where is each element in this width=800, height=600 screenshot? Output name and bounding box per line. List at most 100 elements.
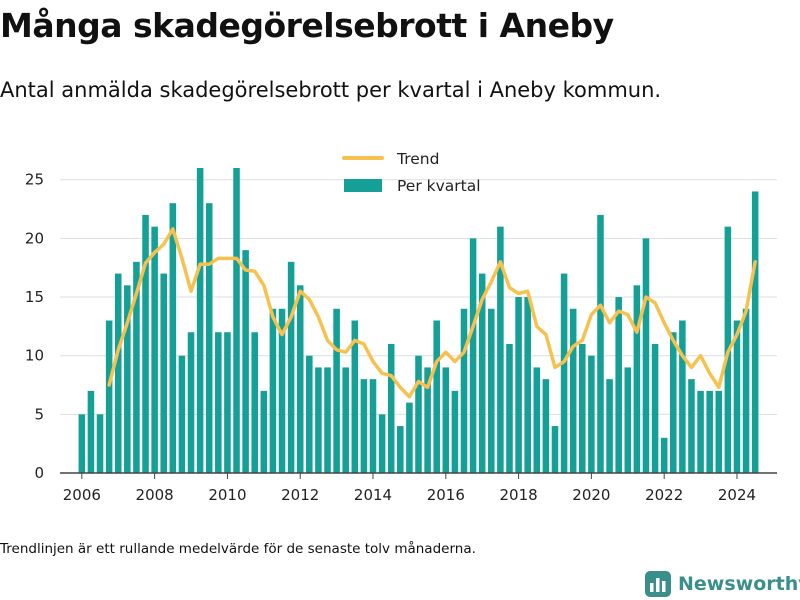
bar [424,367,431,473]
bar [315,367,322,473]
bar [624,367,632,473]
bar [342,367,349,473]
axes: 0 5 10 15 20 25 2006 2008 2010 2012 2014 2016 2018 20… [25,171,777,504]
legend: Trend Per kvartal [342,150,481,195]
bar [715,390,723,473]
y-tick-label: 0 [34,464,44,482]
bar [360,379,368,473]
y-tick-label: 15 [25,288,44,306]
bar [606,379,613,473]
bar [124,285,131,473]
bar [296,285,304,473]
bar [488,308,495,473]
bar [706,390,713,473]
chart-title: Många skadegörelsebrott i Aneby [0,6,614,45]
legend-bar-label: Per kvartal [397,177,481,195]
bar [524,297,531,473]
y-tick-label: 10 [25,347,44,365]
trend-series [107,227,757,399]
bar [651,343,659,473]
x-tick-label: 2022 [645,486,683,504]
bar [742,308,750,473]
bar [269,308,277,473]
bar [669,332,677,473]
x-tick-label: 2010 [208,486,246,504]
bar [451,390,459,473]
bar [306,355,313,473]
x-tick-label: 2024 [718,486,756,504]
x-tick-label: 2020 [572,486,610,504]
bar [351,320,359,473]
chart-subtitle: Antal anmälda skadegörelsebrott per kvar… [0,78,662,102]
bar [387,343,395,473]
x-tick-label: 2012 [281,486,319,504]
bar [533,367,541,473]
bar [242,250,249,473]
bar [260,390,268,473]
bar [679,320,686,473]
bar [497,226,504,473]
bar [78,414,86,473]
bar [551,426,559,473]
bar-chart: 0 5 10 15 20 25 2006 2008 2010 2012 2014 2016 2018 20… [25,150,777,504]
bar-series [78,168,759,473]
bar [506,343,513,473]
bar [751,191,759,473]
brand-name: Newsworthy [678,573,800,595]
bar [733,320,741,473]
bar [287,261,295,473]
trend-line [107,227,757,399]
bar [615,297,622,473]
bar [515,297,522,473]
x-tick-label: 2008 [136,486,174,504]
footnote: Trendlinjen är ett rullande medelvärde f… [0,541,476,557]
bar [233,168,240,473]
bar [169,203,177,473]
y-tick-label: 25 [25,171,44,189]
bar [114,273,122,473]
brand-logo: Newsworthy [644,568,800,600]
legend-bar-swatch [344,179,382,192]
bar-chart-logo-icon [645,571,671,597]
bar [478,273,486,473]
bar [160,273,168,473]
bar [369,379,377,473]
bar [460,308,468,473]
bar [205,203,213,473]
y-tick-label: 5 [34,405,44,423]
bar [569,308,577,473]
bar [96,414,104,473]
x-tick-label: 2014 [354,486,392,504]
bar [215,332,222,473]
bar [196,168,204,473]
bar [251,332,258,473]
bar [133,261,140,473]
legend-trend-label: Trend [396,150,439,168]
bar [87,390,95,473]
bar [224,332,231,473]
bar [469,238,477,473]
bar [105,320,113,473]
bar [378,414,386,473]
bar [588,355,595,473]
bar [397,426,404,473]
bar [660,437,668,473]
bar [278,308,286,473]
bar [187,332,195,473]
bar [697,390,704,473]
bar [560,273,568,473]
y-tick-label: 20 [25,229,44,247]
bar [633,285,641,473]
bar [579,343,586,473]
x-tick-label: 2006 [63,486,101,504]
bar [542,379,550,473]
bar [151,226,158,473]
bar [433,320,440,473]
bar [324,367,331,473]
bar [642,238,650,473]
bar [142,214,149,473]
bar [597,214,604,473]
bar [442,367,450,473]
bar [406,402,413,473]
bar [333,308,340,473]
